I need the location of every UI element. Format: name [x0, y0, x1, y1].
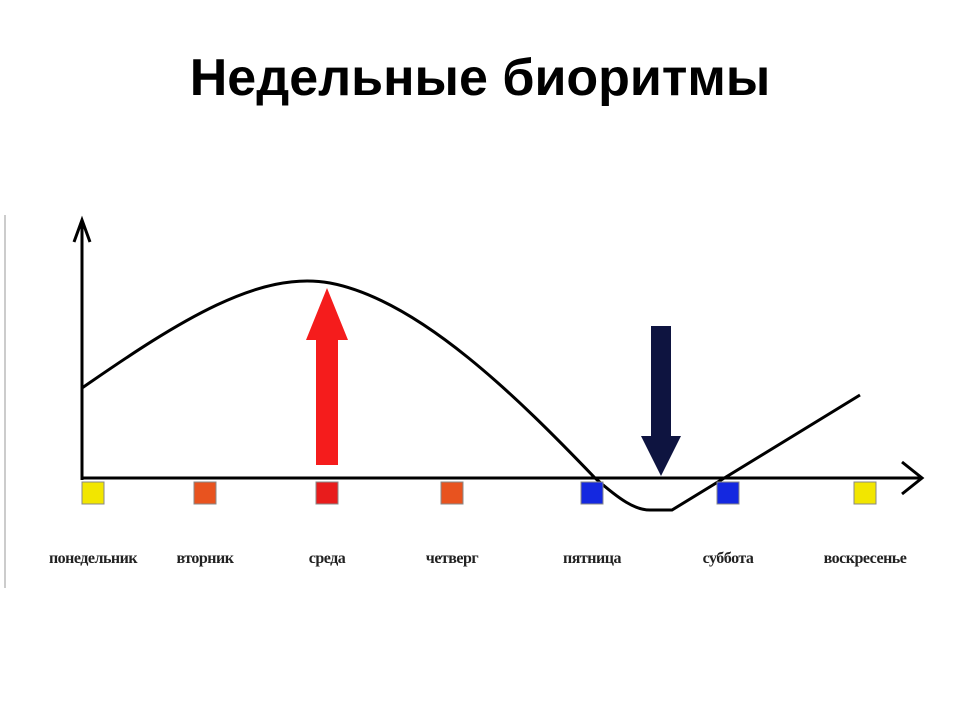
rise-arrow	[306, 288, 348, 465]
day-marker	[853, 481, 877, 505]
fall-arrow	[641, 326, 681, 476]
day-label: вторник	[177, 550, 235, 567]
day-marker	[81, 481, 105, 505]
slide-title: Недельные биоритмы	[189, 49, 771, 107]
day-label: четверг	[426, 550, 479, 567]
day-marker	[580, 481, 604, 505]
y-axis-arrow	[72, 215, 92, 243]
biorhythm-curve	[81, 279, 861, 512]
day-label: суббота	[703, 550, 754, 567]
day-marker	[315, 481, 339, 505]
day-marker	[440, 481, 464, 505]
day-label: воскресенье	[824, 550, 907, 567]
day-label: понедельник	[49, 550, 138, 567]
x-axis-arrow	[901, 460, 925, 496]
day-marker	[716, 481, 740, 505]
day-marker	[193, 481, 217, 505]
day-label: пятница	[563, 550, 621, 567]
day-label: среда	[309, 550, 346, 567]
